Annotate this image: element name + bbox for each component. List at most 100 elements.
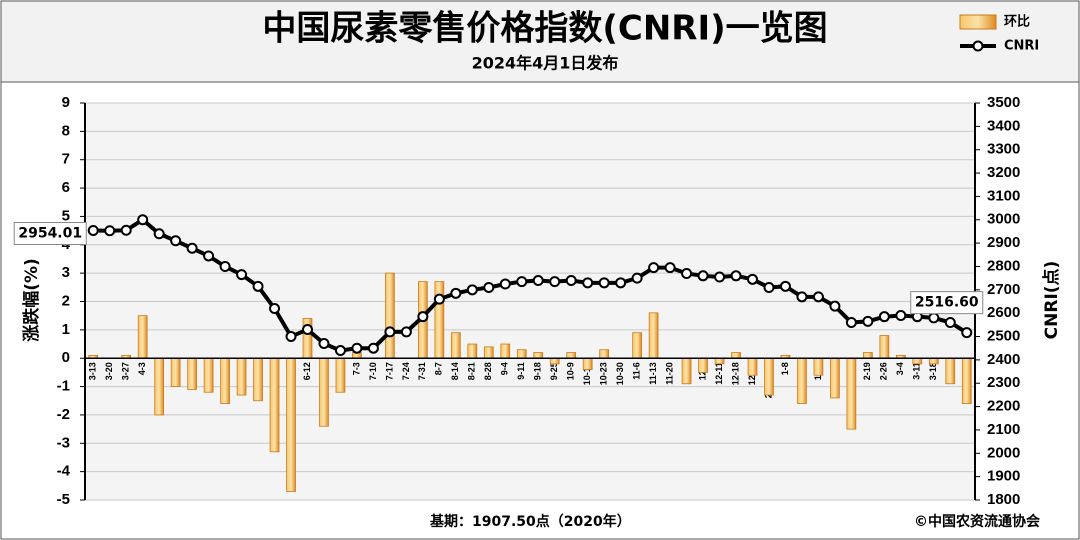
bar (747, 357, 758, 376)
point (153, 228, 165, 240)
point (944, 317, 956, 329)
y-tick-label: 3 (62, 264, 70, 281)
point (648, 262, 660, 274)
y2-tick-label: 2800 (987, 257, 1020, 274)
y2-tick-label: 2300 (987, 374, 1020, 391)
chart-title: 中国尿素零售价格指数(CNRI)一览图 (262, 9, 827, 49)
point (203, 250, 215, 262)
y2-tick-label: 3300 (987, 141, 1020, 158)
point (417, 311, 429, 323)
bar (385, 272, 395, 359)
x-tick-label: 1-8 (780, 362, 790, 375)
bar (187, 357, 197, 390)
x-tick-label: 9-18 (533, 362, 543, 380)
point (862, 315, 874, 327)
point (631, 272, 643, 284)
point (252, 280, 264, 292)
bar (912, 357, 923, 365)
x-tick-label: 3-13 (88, 362, 98, 380)
x-tick-label: 11-6 (632, 362, 642, 380)
point (664, 262, 676, 274)
bar (714, 357, 725, 365)
y2-tick-label: 2600 (987, 304, 1020, 321)
x-tick-label: 11-13 (648, 362, 658, 385)
x-tick-label: 9-4 (500, 362, 510, 375)
point (384, 326, 396, 338)
y-tick-label: 6 (62, 179, 70, 196)
point (334, 345, 346, 357)
point (433, 293, 445, 305)
x-tick-label: 2-19 (862, 362, 872, 380)
point (878, 311, 890, 323)
x-tick-label: 4-3 (137, 362, 147, 375)
legend-label: CNRI (1004, 39, 1039, 54)
value-label-box (910, 291, 984, 315)
y-tick-label: 5 (62, 207, 70, 224)
y2-tick-label: 1800 (987, 491, 1020, 508)
bar (154, 357, 165, 416)
y-tick-label: -4 (57, 463, 71, 480)
legend-swatch (959, 14, 997, 30)
y2-tick-label: 1900 (987, 468, 1020, 485)
bar (170, 357, 181, 387)
y2-tick-label: 2500 (987, 327, 1020, 344)
x-tick-label: 6-12 (302, 362, 312, 380)
bar (846, 357, 857, 430)
point (285, 331, 297, 343)
bar (220, 357, 230, 404)
legend-marker (972, 40, 984, 52)
bar (500, 343, 511, 359)
bar (253, 357, 263, 402)
point (367, 342, 379, 354)
point (516, 276, 528, 288)
point (582, 277, 594, 289)
point (845, 317, 857, 329)
point (466, 284, 478, 296)
point (714, 271, 726, 283)
y2-tick-label: 2000 (987, 444, 1020, 461)
point (483, 281, 495, 293)
bar (681, 357, 692, 385)
point (170, 235, 182, 247)
y2-tick-label: 2100 (987, 421, 1020, 438)
y-tick-label: -5 (57, 491, 70, 508)
bar (582, 357, 593, 370)
point (236, 269, 248, 281)
x-tick-label: 10-23 (599, 362, 609, 385)
y-tick-label: 9 (62, 94, 70, 111)
bar (731, 352, 741, 359)
bar (632, 332, 642, 359)
bar (450, 332, 461, 359)
point (730, 270, 742, 282)
x-tick-label: 3-4 (895, 362, 905, 375)
point (615, 277, 627, 289)
point (137, 214, 149, 226)
y2-tick-label: 2200 (987, 398, 1020, 415)
y2-tick-label: 3500 (987, 94, 1020, 111)
y-tick-label: -2 (57, 406, 70, 423)
x-tick-label: 8-21 (467, 362, 477, 380)
point (302, 324, 313, 336)
point (763, 281, 775, 293)
bar (599, 349, 610, 359)
x-tick-label: 8-28 (483, 362, 493, 380)
x-tick-label: 9-11 (516, 362, 526, 380)
value-label: 2516.60 (915, 295, 979, 311)
x-tick-label: 10-16 (582, 362, 592, 385)
point (400, 326, 412, 338)
x-tick-label: 7-3 (351, 362, 361, 375)
bar (286, 357, 296, 492)
x-tick-label: 12-18 (730, 362, 740, 385)
x-tick-label: 7-17 (384, 362, 394, 380)
bar (879, 335, 890, 359)
point (549, 276, 561, 288)
y-tick-label: 1 (62, 321, 70, 338)
y2-tick-label: 2700 (987, 281, 1020, 298)
legend-label: 环比 (1004, 14, 1030, 30)
footnote: 基期：1907.50点（2020年） (430, 513, 631, 530)
x-tick-label: 3-20 (104, 362, 114, 380)
chart-subtitle: 2024年4月1日发布 (472, 54, 619, 73)
x-tick-label: 3-27 (121, 362, 131, 380)
y-tick-label: 8 (62, 122, 70, 139)
